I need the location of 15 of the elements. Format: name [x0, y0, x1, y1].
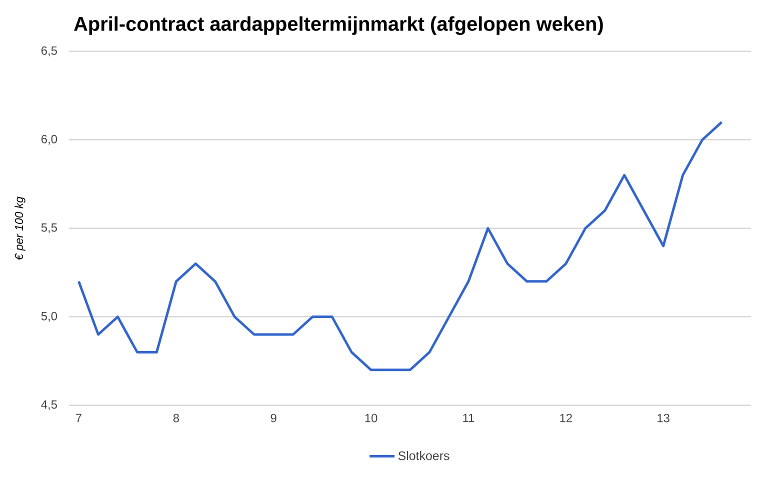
x-tick-label: 13: [658, 414, 670, 422]
y-axis-title: € per 100 kg: [14, 196, 26, 260]
y-tick-label: 4,5: [41, 400, 57, 410]
x-tick-label: 9: [270, 414, 276, 422]
chart-title: April-contract aardappeltermijnmarkt (afgelopen weken): [74, 16, 603, 35]
legend-label: Slotkoers: [398, 451, 450, 460]
x-tick-label: 7: [76, 414, 82, 422]
y-tick-label: 5,0: [41, 312, 58, 322]
x-tick-label: 12: [560, 414, 572, 422]
y-tick-label: 5,5: [41, 223, 57, 234]
x-tick-label: 8: [173, 414, 179, 422]
x-tick-label: 11: [463, 414, 474, 422]
y-tick-label: 6,5: [41, 46, 57, 56]
y-tick-label: 6,0: [41, 134, 58, 145]
x-tick-label: 10: [365, 414, 378, 422]
